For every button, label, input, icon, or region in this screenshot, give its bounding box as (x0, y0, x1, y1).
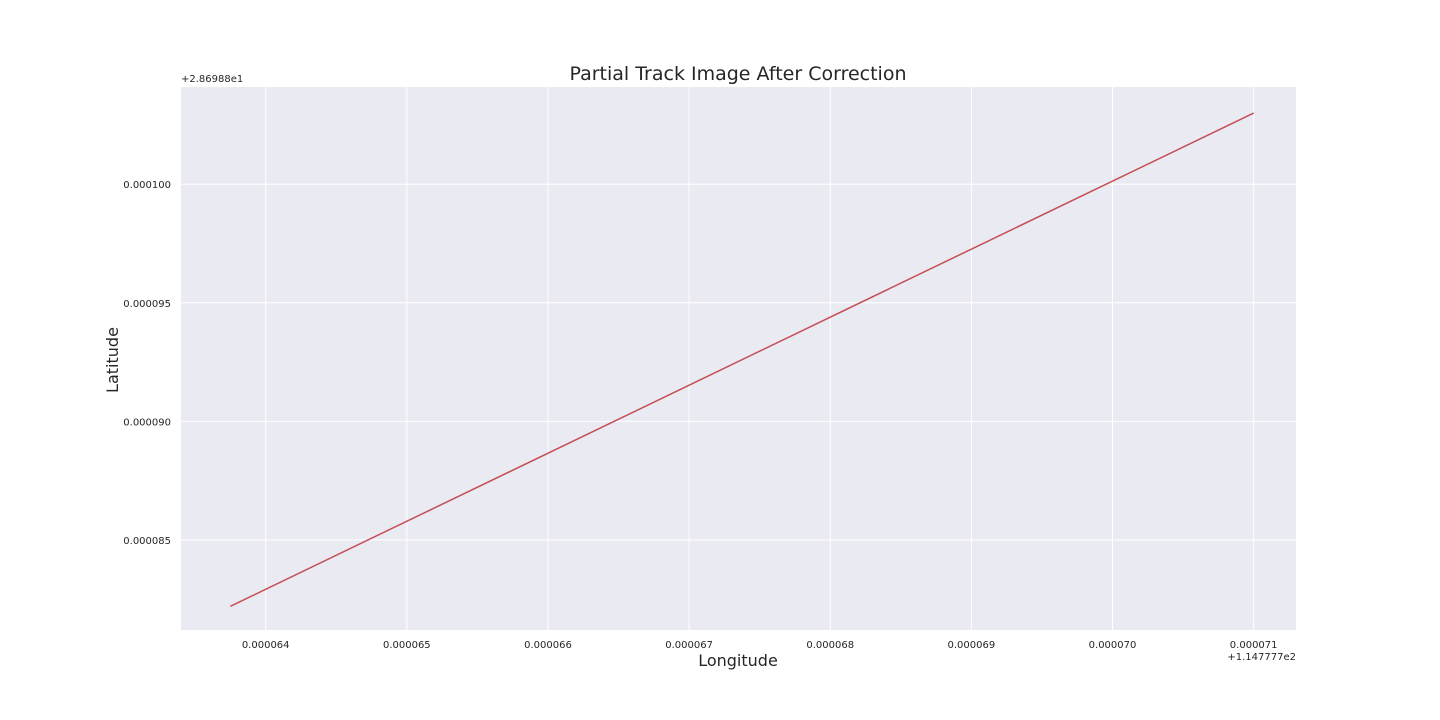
x-tick-label: 0.000066 (524, 640, 572, 651)
chart-title: Partial Track Image After Correction (569, 63, 906, 85)
y-axis-ticks: 0.000085 0.000090 0.000095 0.000100 (123, 180, 171, 547)
y-tick-label: 0.000100 (123, 180, 171, 191)
y-tick-label: 0.000085 (123, 536, 171, 547)
x-tick-label: 0.000064 (242, 640, 290, 651)
x-axis-label: Longitude (698, 651, 778, 670)
y-axis-label: Latitude (103, 327, 122, 393)
y-offset-label: +2.86988e1 (181, 74, 243, 85)
x-axis-ticks: 0.000064 0.000065 0.000066 0.000067 0.000068… (242, 640, 1278, 651)
x-tick-label: 0.000069 (948, 640, 996, 651)
series-line (230, 112, 1254, 607)
y-tick-label: 0.000090 (123, 417, 171, 428)
x-offset-label: +1.147777e2 (1227, 652, 1296, 663)
plot-background (181, 87, 1296, 630)
x-tick-label: 0.000071 (1230, 640, 1278, 651)
grid (181, 87, 1296, 630)
y-tick-label: 0.000095 (123, 299, 171, 310)
series-layer (230, 112, 1254, 607)
x-tick-label: 0.000068 (806, 640, 854, 651)
x-tick-label: 0.000070 (1089, 640, 1137, 651)
x-tick-label: 0.000065 (383, 640, 431, 651)
x-tick-label: 0.000067 (665, 640, 713, 651)
